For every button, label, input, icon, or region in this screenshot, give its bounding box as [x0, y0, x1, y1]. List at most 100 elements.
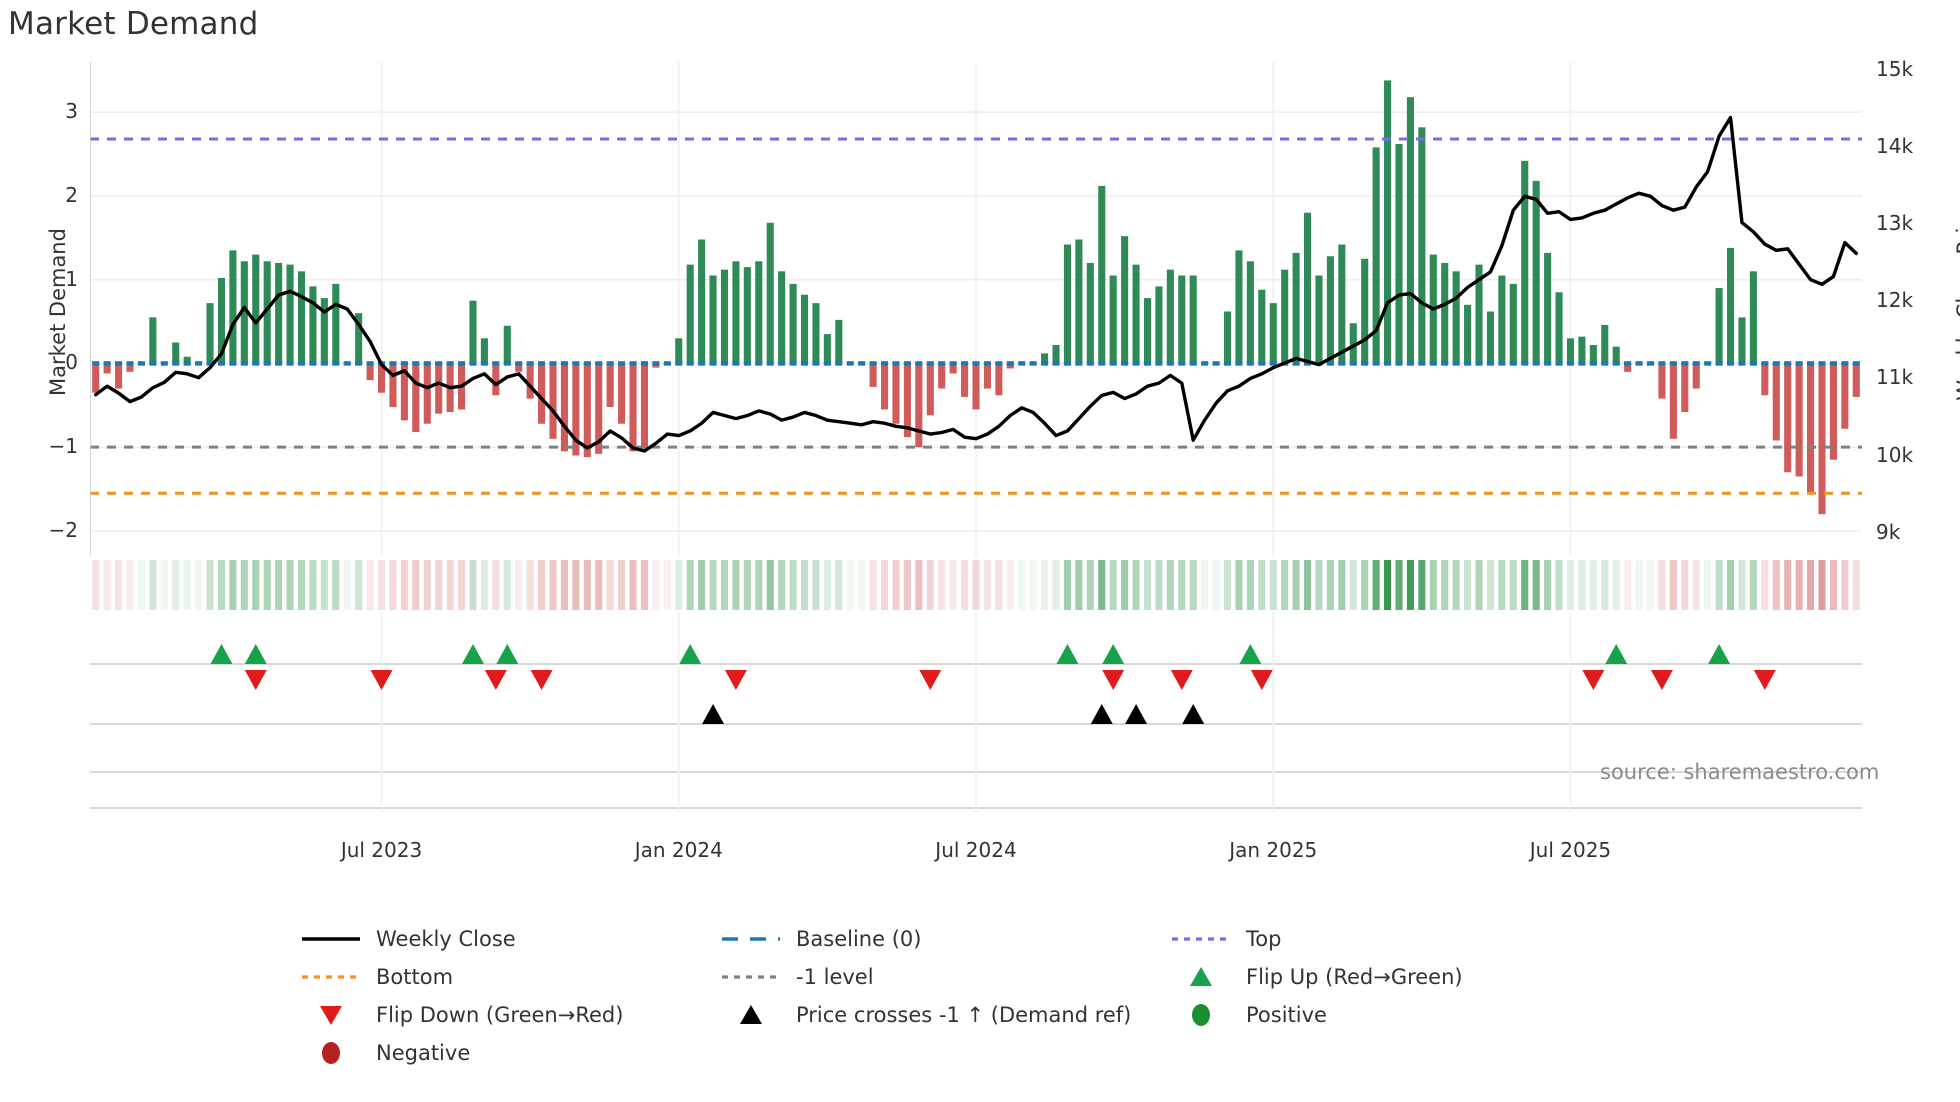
demand-bar: [1464, 304, 1472, 364]
x-tick-label: Jul 2025: [1529, 838, 1612, 862]
legend-item-bottom[interactable]: Bottom: [300, 964, 720, 990]
strip-cell: [1406, 560, 1414, 610]
demand-bar: [1658, 363, 1666, 399]
strip-cell: [1155, 560, 1163, 610]
demand-bar: [800, 294, 809, 364]
demand-bar: [1498, 275, 1506, 364]
legend-item-positive[interactable]: Positive: [1170, 1002, 1570, 1028]
strip-cell: [263, 560, 271, 610]
legend-item-flip-down[interactable]: Flip Down (Green→Red): [300, 1002, 720, 1028]
flip-down-marker: [1102, 670, 1125, 690]
strip-cell: [286, 560, 294, 610]
strip-cell: [1303, 560, 1312, 610]
demand-bar: [1475, 264, 1483, 364]
demand-bar: [743, 267, 751, 364]
strip-cell: [720, 560, 729, 610]
flip-down-marker: [724, 670, 747, 690]
strip-cell: [1738, 560, 1746, 610]
demand-bar: [961, 363, 969, 397]
demand-bar: [172, 342, 180, 364]
demand-bar: [549, 363, 557, 439]
demand-bar: [1418, 127, 1426, 364]
flip-down-marker: [370, 670, 393, 690]
strip-cell: [789, 560, 797, 610]
strip-cell: [309, 560, 317, 610]
demand-bar: [1589, 345, 1597, 364]
demand-bar: [1121, 236, 1129, 364]
strip-cell: [1372, 560, 1380, 610]
demand-bar: [1441, 262, 1449, 364]
strip-cell: [823, 560, 831, 610]
positive-icon: [1170, 1002, 1232, 1028]
strip-cell: [1326, 560, 1334, 610]
demand-bar: [1361, 258, 1369, 364]
demand-bar: [229, 250, 237, 364]
strip-cell: [1098, 560, 1106, 610]
demand-bar: [629, 363, 637, 452]
strip-cell: [800, 560, 809, 610]
demand-bar: [355, 313, 363, 364]
y-tick-left: 0: [65, 350, 78, 375]
demand-bar: [1829, 363, 1837, 460]
strip-cell: [240, 560, 248, 610]
flip-up-marker: [1708, 644, 1731, 664]
demand-bar: [766, 222, 774, 364]
strip-cell: [343, 560, 351, 610]
demand-bar: [572, 363, 580, 456]
strip-cell: [389, 560, 397, 610]
legend-item-baseline[interactable]: Baseline (0): [720, 926, 1170, 952]
strip-cell: [1704, 560, 1712, 610]
demand-bar: [640, 363, 649, 449]
legend-item-minus-one-level[interactable]: -1 level: [720, 964, 1170, 990]
demand-bar: [1841, 363, 1849, 429]
demand-bar: [1521, 160, 1529, 364]
legend-item-negative[interactable]: Negative: [300, 1040, 720, 1066]
demand-bar: [1395, 144, 1403, 364]
strip-cell: [1818, 560, 1826, 610]
flip-down-marker: [1170, 670, 1193, 690]
strip-cell: [560, 560, 568, 610]
strip-cell: [92, 560, 100, 610]
strip-cell: [778, 560, 786, 610]
top-icon: [1170, 926, 1232, 952]
strip-cell: [172, 560, 180, 610]
strip-cell: [1109, 560, 1117, 610]
demand-bar: [812, 303, 820, 364]
flip-down-marker: [530, 670, 553, 690]
demand-bar: [240, 261, 248, 364]
demand-bar: [1258, 289, 1266, 364]
demand-bar: [1761, 363, 1769, 396]
strip-cell: [1681, 560, 1689, 610]
legend-item-weekly-close[interactable]: Weekly Close: [300, 926, 720, 952]
demand-bar: [1406, 97, 1414, 364]
demand-bar: [1246, 261, 1254, 364]
demand-bar: [606, 363, 614, 407]
strip-cell: [400, 560, 408, 610]
demand-bar: [1544, 252, 1552, 364]
legend-label: Bottom: [376, 965, 454, 989]
demand-bar: [1692, 363, 1700, 389]
strip-cell: [846, 560, 854, 610]
legend-label: Top: [1246, 927, 1282, 951]
demand-bar: [412, 363, 420, 433]
strip-cell: [1143, 560, 1152, 610]
strip-cell: [1189, 560, 1197, 610]
strip-cell: [206, 560, 214, 610]
strip-cell: [812, 560, 820, 610]
demand-bar: [366, 363, 374, 381]
negative-icon: [300, 1040, 362, 1066]
legend-item-top[interactable]: Top: [1170, 926, 1570, 952]
strip-cell: [1646, 560, 1655, 610]
flip-up-marker: [210, 644, 233, 664]
demand-bar: [915, 363, 923, 448]
demand-bar: [1578, 336, 1586, 364]
legend-item-price-crosses-minus-one[interactable]: Price crosses -1 ↑ (Demand ref): [720, 1002, 1170, 1028]
strip-cell: [1395, 560, 1403, 610]
marker-rows: [90, 612, 1862, 812]
strip-cell: [1475, 560, 1483, 610]
flip-up-marker: [496, 644, 519, 664]
legend-item-flip-up[interactable]: Flip Up (Red→Green): [1170, 964, 1570, 990]
demand-bar: [732, 261, 740, 364]
strip-cell: [1166, 560, 1174, 610]
strip-cell: [983, 560, 991, 610]
